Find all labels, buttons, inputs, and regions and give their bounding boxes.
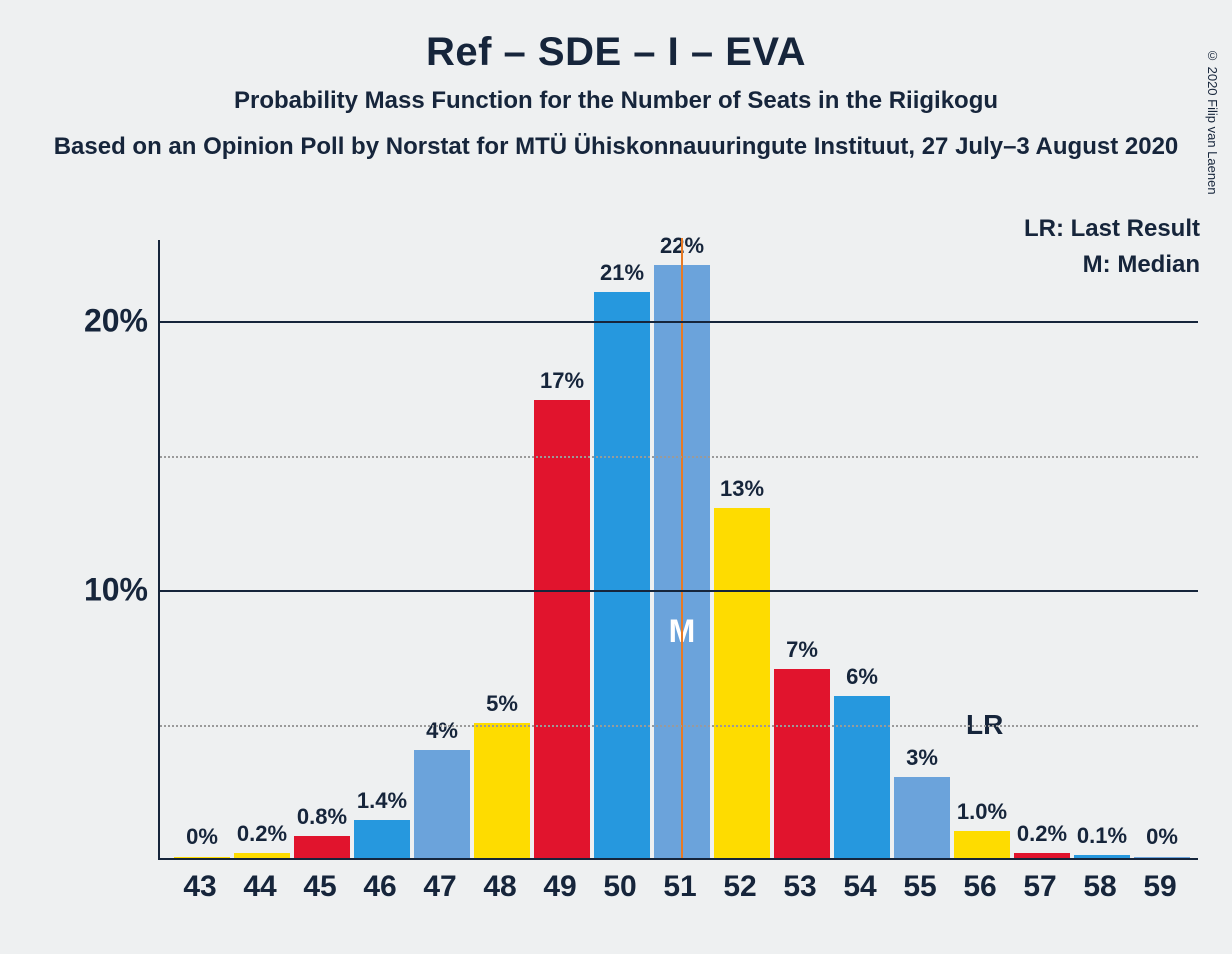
bar-value-label: 0.8% <box>294 804 350 830</box>
bar: 1.4% <box>354 820 410 858</box>
bar-value-label: 0% <box>1134 824 1190 850</box>
bar-value-label: 17% <box>534 368 590 394</box>
y-tick-label: 20% <box>48 302 148 339</box>
copyright-text: © 2020 Filip van Laenen <box>1205 48 1220 195</box>
poll-info: Based on an Opinion Poll by Norstat for … <box>0 133 1232 161</box>
grid-minor <box>160 456 1198 458</box>
bar-value-label: 0.2% <box>234 821 290 847</box>
median-line <box>681 238 683 858</box>
bar: 0% <box>174 857 230 858</box>
x-tick-label: 57 <box>1023 870 1056 904</box>
bar-value-label: 6% <box>834 664 890 690</box>
bar-value-label: 7% <box>774 637 830 663</box>
x-tick-label: 51 <box>663 870 696 904</box>
x-tick-label: 45 <box>303 870 336 904</box>
bar: 0.8% <box>294 836 350 858</box>
bar: 0.2% <box>1014 853 1070 858</box>
bar: 5% <box>474 723 530 858</box>
x-tick-label: 46 <box>363 870 396 904</box>
x-tick-label: 53 <box>783 870 816 904</box>
bar-value-label: 0.1% <box>1074 823 1130 849</box>
bar: 4% <box>414 750 470 858</box>
bar-value-label: 1.0% <box>954 799 1010 825</box>
bar: 7% <box>774 669 830 858</box>
chart-subtitle: Probability Mass Function for the Number… <box>0 87 1232 115</box>
bar-chart: 0%0.2%0.8%1.4%4%5%17%21%22%M13%7%6%3%1.0… <box>158 240 1198 860</box>
bar: 0% <box>1134 857 1190 858</box>
bar: 1.0% <box>954 831 1010 858</box>
bar-value-label: 5% <box>474 691 530 717</box>
bar: 0.2% <box>234 853 290 858</box>
grid-major <box>160 321 1198 323</box>
x-axis-labels: 43 44 45 46 47 48 49 50 51 52 53 54 55 56 57 58 59 <box>158 870 1198 920</box>
y-tick-label: 10% <box>48 572 148 609</box>
plot-area: 0%0.2%0.8%1.4%4%5%17%21%22%M13%7%6%3%1.0… <box>158 240 1198 860</box>
x-tick-label: 56 <box>963 870 996 904</box>
x-tick-label: 44 <box>243 870 276 904</box>
bar-value-label: 21% <box>594 260 650 286</box>
bar: 0.1% <box>1074 855 1130 858</box>
bar: 17% <box>534 400 590 858</box>
bars-container: 0%0.2%0.8%1.4%4%5%17%21%22%M13%7%6%3%1.0… <box>160 240 1198 858</box>
x-tick-label: 47 <box>423 870 456 904</box>
x-tick-label: 55 <box>903 870 936 904</box>
bar-value-label: 0.2% <box>1014 821 1070 847</box>
bar-value-label: 0% <box>174 824 230 850</box>
grid-major <box>160 590 1198 592</box>
bar-value-label: 3% <box>894 745 950 771</box>
x-tick-label: 50 <box>603 870 636 904</box>
chart-title: Ref – SDE – I – EVA <box>0 30 1232 75</box>
x-tick-label: 59 <box>1143 870 1176 904</box>
bar: 6% <box>834 696 890 858</box>
bar-value-label: 13% <box>714 476 770 502</box>
x-tick-label: 48 <box>483 870 516 904</box>
bar-value-label: 1.4% <box>354 788 410 814</box>
x-tick-label: 49 <box>543 870 576 904</box>
bar: 13% <box>714 508 770 858</box>
x-tick-label: 43 <box>183 870 216 904</box>
x-tick-label: 58 <box>1083 870 1116 904</box>
bar: 21% <box>594 292 650 858</box>
bar-value-label: 4% <box>414 718 470 744</box>
x-tick-label: 52 <box>723 870 756 904</box>
bar: 3% <box>894 777 950 858</box>
x-tick-label: 54 <box>843 870 876 904</box>
legend-lr: LR: Last Result <box>1024 215 1200 243</box>
grid-minor <box>160 725 1198 727</box>
